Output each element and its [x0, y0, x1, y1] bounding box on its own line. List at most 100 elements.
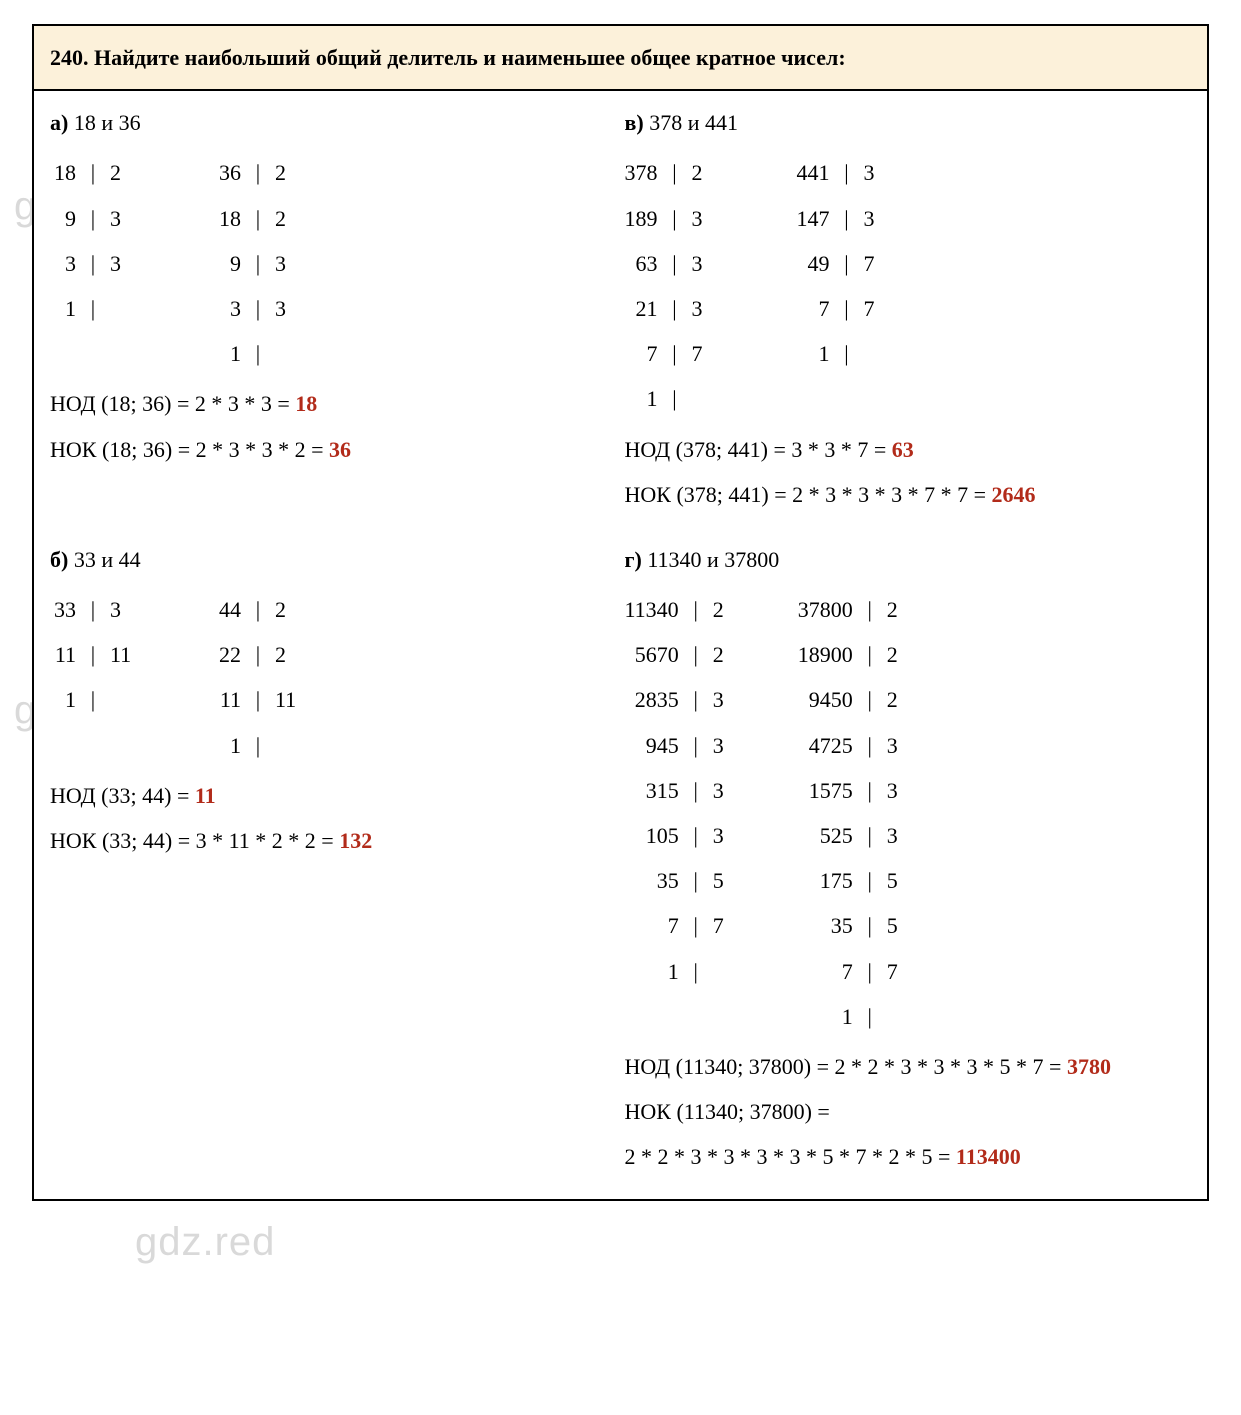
factor-value: 315 [623, 768, 681, 813]
factor-prime: 3 [690, 286, 720, 331]
factor-value: 63 [623, 241, 660, 286]
cell-b-factor-2: 44|222|211|111| [213, 587, 303, 768]
factor-bar: | [243, 196, 273, 241]
watermark: gdz.red [135, 1210, 275, 1274]
factor-bar: | [243, 723, 273, 768]
factor-prime: 3 [273, 286, 303, 331]
factor-value: 36 [213, 150, 243, 195]
factor-bar: | [681, 677, 711, 722]
factor-bar: | [855, 677, 885, 722]
factor-prime: 3 [711, 723, 741, 768]
factor-value: 35 [623, 858, 681, 903]
factor-value: 21 [623, 286, 660, 331]
cell-d-factorizations: 11340|25670|22835|3945|3315|3105|335|57|… [623, 587, 1192, 1039]
cell-a-factor-1: 18|29|33|31| [48, 150, 138, 331]
cell-d-lcm-label: НОК (11340; 37800) = [625, 1099, 830, 1124]
factor-value: 3 [213, 286, 243, 331]
factor-prime [108, 286, 138, 331]
cell-c-gcd-label: НОД (378; 441) = 3 * 3 * 7 = [625, 437, 892, 462]
factor-prime [273, 723, 303, 768]
factor-bar: | [660, 331, 690, 376]
cell-d-lcm-tail: 2 * 2 * 3 * 3 * 3 * 3 * 5 * 7 * 2 * 5 = … [625, 1139, 1192, 1174]
factor-bar: | [78, 587, 108, 632]
factor-prime: 2 [273, 632, 303, 677]
factor-value: 1575 [796, 768, 855, 813]
factor-prime: 2 [690, 150, 720, 195]
factor-value: 1 [795, 331, 832, 376]
factor-bar: | [660, 241, 690, 286]
cell-d-lcm-answer: 113400 [956, 1144, 1021, 1169]
factor-value: 18 [48, 150, 78, 195]
factor-bar: | [243, 150, 273, 195]
factor-bar: | [855, 903, 885, 948]
factor-prime: 3 [862, 150, 892, 195]
content-grid: а) 18 и 36 18|29|33|31| 36|218|29|33|31|… [34, 91, 1207, 1198]
factor-prime: 11 [273, 677, 303, 722]
factor-prime: 2 [108, 150, 138, 195]
factor-bar: | [243, 587, 273, 632]
cell-c-lcm: НОК (378; 441) = 2 * 3 * 3 * 3 * 7 * 7 =… [625, 477, 1192, 512]
factor-value: 1 [213, 331, 243, 376]
factor-prime [885, 994, 915, 1039]
factor-prime: 2 [273, 150, 303, 195]
factor-prime: 3 [885, 813, 915, 858]
cell-d-letter: г) [625, 547, 642, 572]
factor-value: 1 [48, 677, 78, 722]
cell-b-numbers: 33 и 44 [74, 547, 141, 572]
factor-bar: | [243, 677, 273, 722]
factor-bar: | [832, 196, 862, 241]
factor-prime: 2 [885, 632, 915, 677]
factor-value: 18 [213, 196, 243, 241]
cell-b: б) 33 и 44 33|311|111| 44|222|211|111| Н… [50, 542, 617, 1175]
factor-value: 5670 [623, 632, 681, 677]
factor-bar: | [855, 858, 885, 903]
cell-a-lcm-answer: 36 [329, 437, 351, 462]
factor-prime [862, 331, 892, 376]
factor-prime: 2 [273, 587, 303, 632]
cell-c-numbers: 378 и 441 [649, 110, 738, 135]
factor-prime: 11 [108, 632, 138, 677]
cell-d-factor-2: 37800|218900|29450|24725|31575|3525|3175… [796, 587, 915, 1039]
factor-value: 525 [796, 813, 855, 858]
factor-prime: 3 [885, 723, 915, 768]
factor-value: 11340 [623, 587, 681, 632]
factor-prime: 2 [711, 587, 741, 632]
cell-d-lcm: НОК (11340; 37800) = [625, 1094, 1192, 1129]
factor-bar: | [681, 903, 711, 948]
factor-bar: | [78, 241, 108, 286]
factor-value: 945 [623, 723, 681, 768]
factor-bar: | [78, 677, 108, 722]
factor-value: 35 [796, 903, 855, 948]
factor-bar: | [681, 858, 711, 903]
factor-bar: | [681, 949, 711, 994]
factor-value: 3 [48, 241, 78, 286]
factor-prime: 2 [273, 196, 303, 241]
factor-bar: | [855, 949, 885, 994]
cell-b-gcd: НОД (33; 44) = 11 [50, 778, 617, 813]
factor-bar: | [855, 632, 885, 677]
factor-value: 1 [623, 949, 681, 994]
factor-prime: 5 [885, 903, 915, 948]
factor-value: 7 [623, 903, 681, 948]
factor-bar: | [243, 286, 273, 331]
factor-value: 49 [795, 241, 832, 286]
factor-prime: 3 [273, 241, 303, 286]
factor-bar: | [243, 241, 273, 286]
factor-bar: | [681, 587, 711, 632]
factor-value: 7 [795, 286, 832, 331]
cell-a-factor-2: 36|218|29|33|31| [213, 150, 303, 376]
cell-c-factor-2: 441|3147|349|77|71| [795, 150, 892, 376]
cell-a-lcm: НОК (18; 36) = 2 * 3 * 3 * 2 = 36 [50, 432, 617, 467]
cell-b-lcm-answer: 132 [339, 828, 372, 853]
factor-prime: 3 [108, 196, 138, 241]
factor-prime: 2 [711, 632, 741, 677]
factor-prime: 7 [885, 949, 915, 994]
factor-value: 175 [796, 858, 855, 903]
factor-value: 33 [48, 587, 78, 632]
cell-c-gcd: НОД (378; 441) = 3 * 3 * 7 = 63 [625, 432, 1192, 467]
factor-prime: 2 [885, 587, 915, 632]
factor-value: 9450 [796, 677, 855, 722]
cell-a-title: а) 18 и 36 [50, 105, 617, 140]
cell-b-lcm-label: НОК (33; 44) = 3 * 11 * 2 * 2 = [50, 828, 339, 853]
cell-d-factor-1: 11340|25670|22835|3945|3315|3105|335|57|… [623, 587, 741, 994]
